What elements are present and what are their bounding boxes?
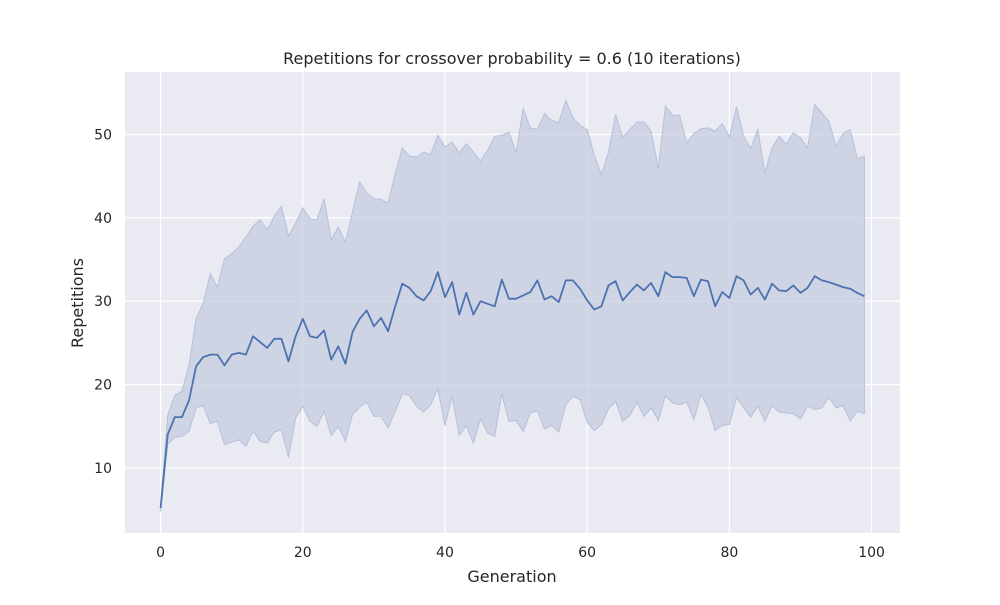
mean-line <box>159 271 865 509</box>
x-tick-label: 80 <box>720 545 738 561</box>
confidence-band <box>160 98 865 512</box>
y-tick-label: 20 <box>94 378 112 394</box>
y-tick-label: 30 <box>94 294 112 310</box>
y-tick-label: 50 <box>94 128 112 144</box>
x-tick-label: 60 <box>578 545 596 561</box>
x-tick-label: 40 <box>436 545 454 561</box>
confidence-band-layer <box>160 98 865 512</box>
y-axis-label: Repetitions <box>68 258 87 348</box>
chart-title: Repetitions for crossover probability = … <box>283 49 741 68</box>
x-tick-labels: 0 20 40 60 80 100 <box>156 545 885 561</box>
x-tick-label: 20 <box>294 545 312 561</box>
x-axis-label: Generation <box>467 567 556 586</box>
y-tick-label: 10 <box>94 461 112 477</box>
y-tick-label: 40 <box>94 211 112 227</box>
x-tick-label: 100 <box>858 545 885 561</box>
y-tick-labels: 10 20 30 40 50 <box>94 128 112 477</box>
mean-line-layer <box>159 271 865 509</box>
x-tick-label: 0 <box>156 545 165 561</box>
